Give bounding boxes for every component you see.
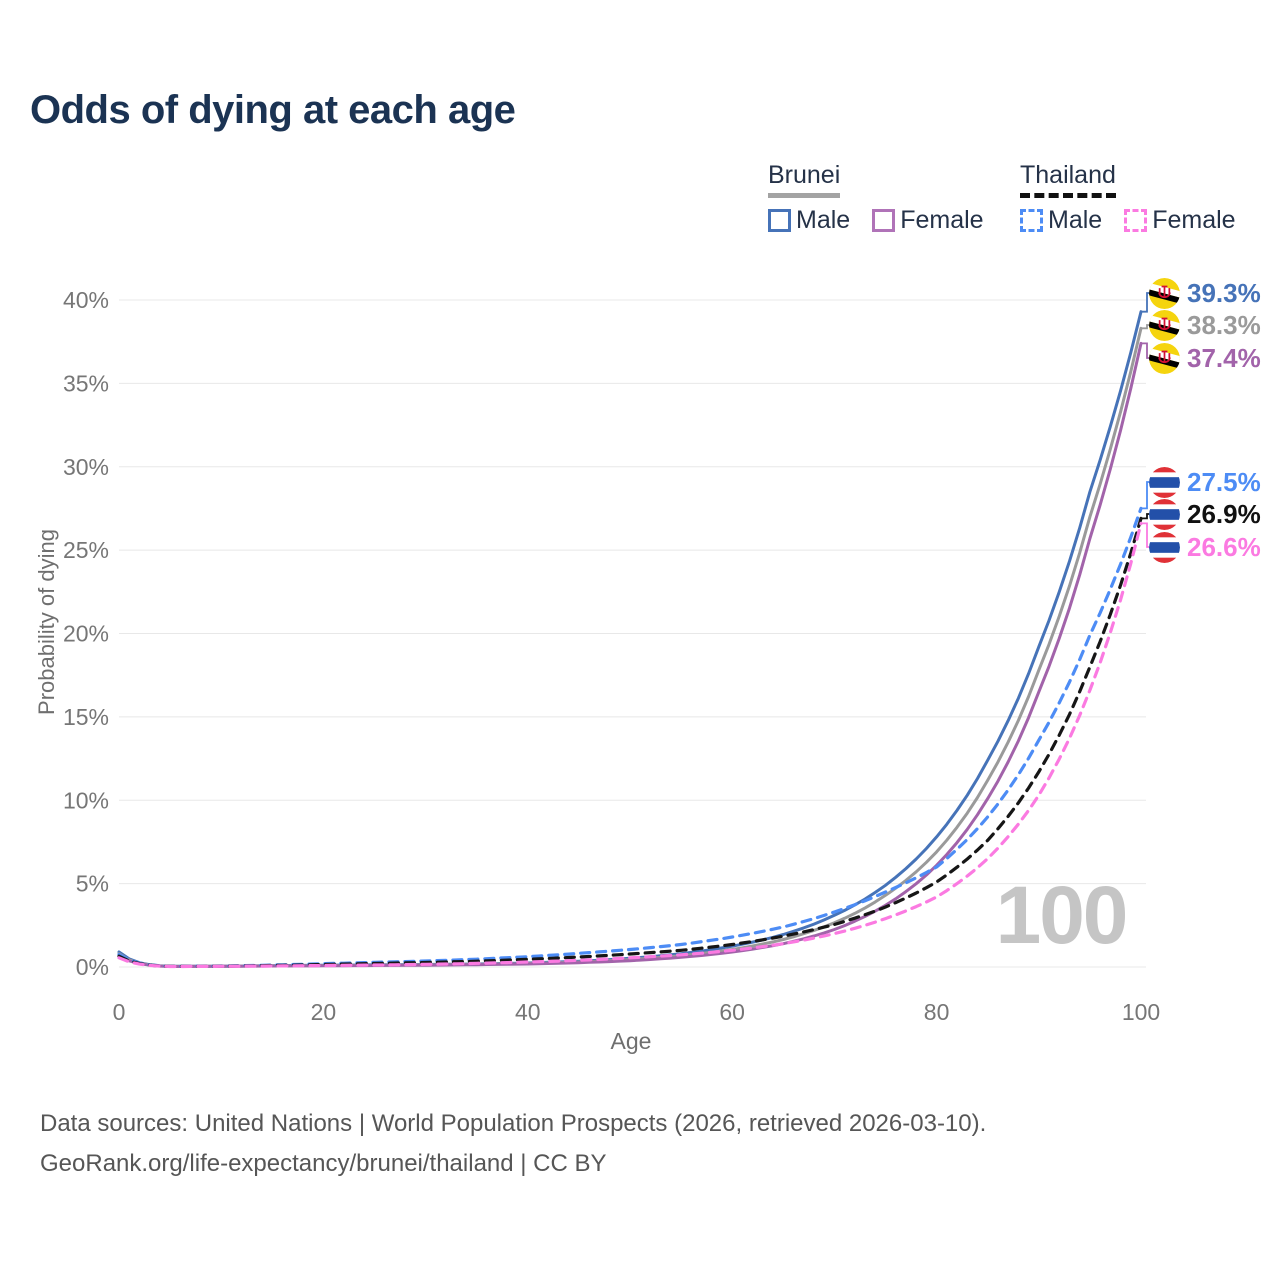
y-tick-label: 35% (63, 370, 109, 396)
legend-item-label: Male (1048, 206, 1103, 234)
legend-item-label: Female (1152, 206, 1236, 234)
end-label-value: 39.3% (1187, 277, 1261, 308)
y-tick-label: 0% (76, 954, 109, 980)
series-line-thailand-female (117, 521, 1143, 969)
page-title: Odds of dying at each age (30, 88, 516, 132)
end-label-thailand-female: 26.6% (1149, 531, 1261, 563)
end-label-value: 38.3% (1187, 309, 1261, 340)
age-watermark: 100 (995, 870, 1129, 961)
end-label-value: 37.4% (1187, 342, 1261, 373)
brunei-female-swatch (872, 209, 896, 232)
series-line-thailand-male (117, 506, 1143, 968)
brunei-line-style-swatch (768, 193, 841, 198)
series-line-thailand-all (117, 516, 1143, 968)
legend-group-thailand-title: Thailand (1020, 161, 1116, 198)
legend-items-brunei: Male Female (768, 206, 984, 235)
legend-item-thailand-male[interactable]: Male (1020, 206, 1102, 235)
thailand-flag-icon (1149, 498, 1180, 530)
thailand-line-style-swatch (1020, 193, 1116, 198)
end-label-thailand-male: 27.5% (1149, 466, 1261, 498)
end-label-value: 26.6% (1187, 531, 1261, 562)
thailand-male-swatch (1020, 209, 1043, 232)
end-label-brunei-all: 38.3% (1149, 309, 1261, 341)
series-line-brunei-female (117, 341, 1143, 968)
x-tick-label: 80 (924, 999, 950, 1025)
legend-group-brunei-label: Brunei (768, 161, 841, 189)
legend-item-label: Female (900, 206, 984, 234)
end-label-brunei-female: 37.4% (1149, 342, 1261, 374)
data-source-line-1: Data sources: United Nations | World Pop… (40, 1110, 987, 1137)
legend-group-brunei: Brunei Male Female (768, 161, 984, 235)
brunei-flag-icon (1149, 277, 1180, 309)
legend-item-thailand-female[interactable]: Female (1124, 206, 1236, 235)
brunei-flag-icon (1149, 309, 1180, 341)
x-tick-label: 60 (719, 999, 745, 1025)
legend-items-thailand: Male Female (1020, 206, 1236, 235)
y-tick-label: 30% (63, 454, 109, 480)
y-tick-label: 20% (63, 621, 109, 647)
x-axis-title: Age (610, 1028, 652, 1054)
series-line-brunei-all (117, 326, 1143, 968)
legend-item-brunei-female[interactable]: Female (872, 206, 984, 235)
end-label-value: 27.5% (1187, 466, 1261, 497)
end-label-value: 26.9% (1187, 498, 1261, 529)
thailand-flag-icon (1149, 466, 1180, 498)
thailand-female-swatch (1124, 209, 1148, 232)
data-source-line-2: GeoRank.org/life-expectancy/brunei/thail… (40, 1150, 607, 1177)
y-tick-label: 5% (76, 871, 109, 897)
legend-group-brunei-title: Brunei (768, 161, 841, 198)
brunei-male-swatch (768, 209, 791, 232)
legend-group-thailand: Thailand Male Female (1020, 161, 1236, 235)
x-tick-label: 20 (311, 999, 337, 1025)
x-tick-label: 40 (515, 999, 541, 1025)
y-tick-label: 15% (63, 704, 109, 730)
y-tick-label: 10% (63, 787, 109, 813)
x-tick-label: 0 (113, 999, 126, 1025)
y-axis-title: Probability of dying (34, 529, 59, 715)
thailand-flag-icon (1149, 531, 1180, 563)
end-label-thailand-all: 26.9% (1149, 498, 1261, 530)
legend-item-brunei-male[interactable]: Male (768, 206, 850, 235)
legend-group-thailand-label: Thailand (1020, 161, 1116, 189)
y-tick-label: 40% (63, 287, 109, 313)
x-tick-label: 100 (1122, 999, 1160, 1025)
end-label-brunei-male: 39.3% (1149, 277, 1261, 309)
brunei-flag-icon (1149, 342, 1180, 374)
series-line-brunei-male (117, 310, 1143, 968)
legend-item-label: Male (796, 206, 851, 234)
y-tick-label: 25% (63, 537, 109, 563)
